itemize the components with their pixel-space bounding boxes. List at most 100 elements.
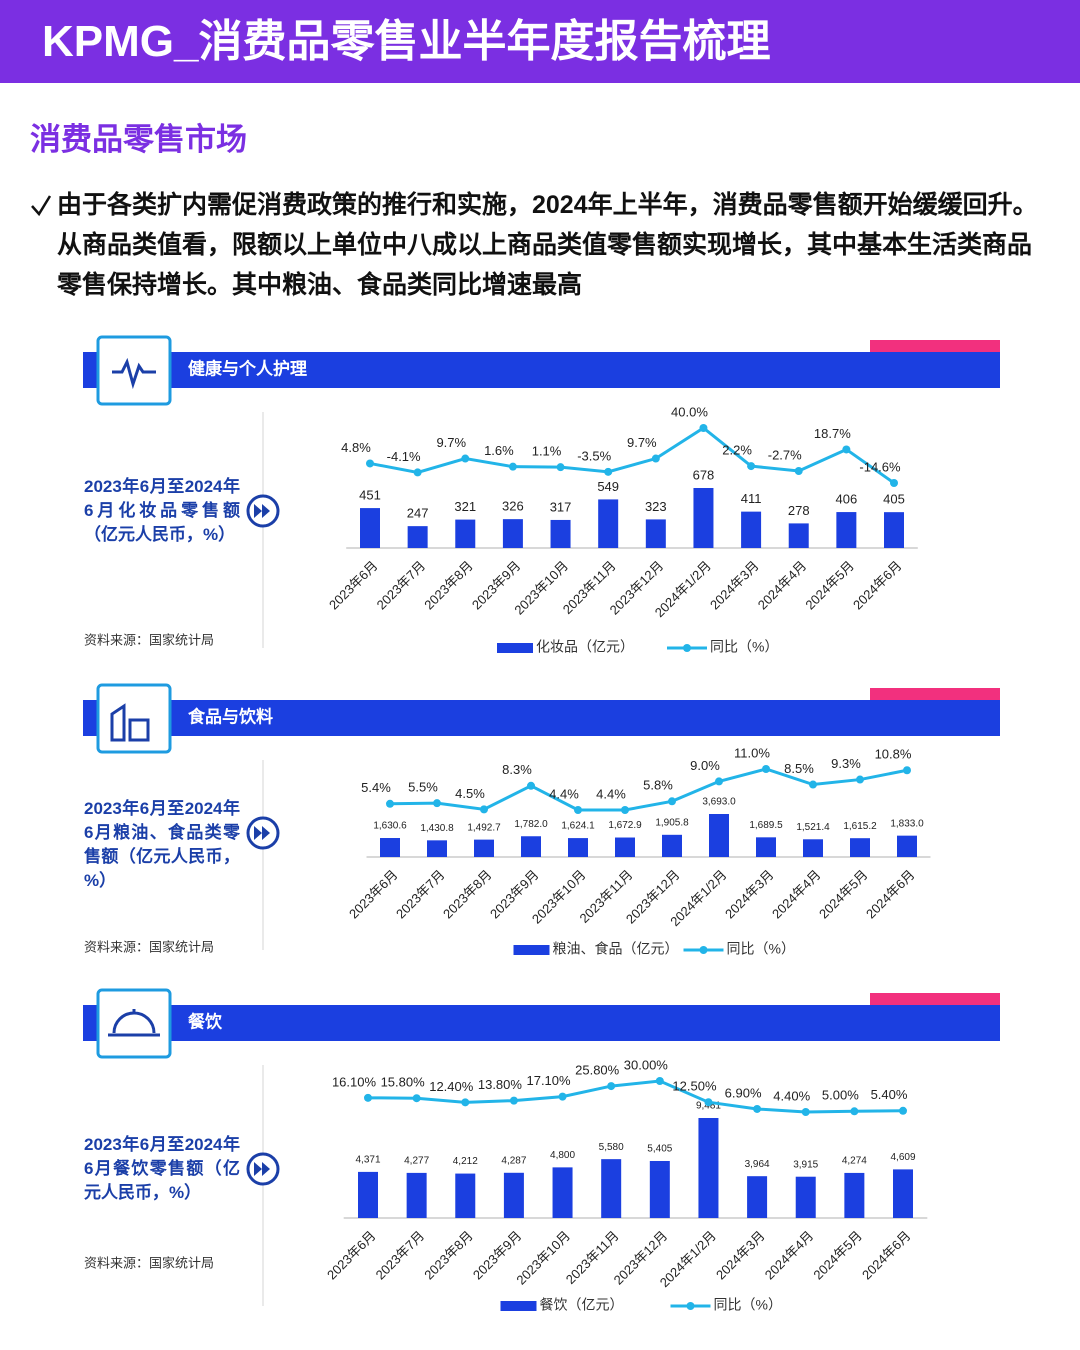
icon-box: [96, 988, 172, 1059]
line-value-label: 15.80%: [381, 1075, 426, 1090]
legend-label: 同比（%）: [727, 941, 795, 957]
line-value-label: 8.3%: [502, 762, 532, 777]
x-tick-label: 2024年5月: [802, 558, 857, 613]
line-value-label: 9.3%: [831, 756, 861, 771]
bar: [897, 835, 917, 857]
bar: [803, 839, 823, 857]
icon: [112, 357, 156, 390]
line-value-label: 9.0%: [690, 758, 720, 773]
line-marker: [509, 1096, 518, 1105]
line-value-label: 18.7%: [814, 426, 851, 441]
bar: [598, 499, 619, 548]
bar: [649, 1160, 670, 1218]
banner-accent: [870, 688, 1000, 700]
play-arrows: [254, 1162, 270, 1176]
line-marker: [668, 797, 676, 806]
line-marker: [574, 806, 582, 814]
bar: [709, 814, 729, 857]
line: [389, 767, 908, 812]
line-marker: [850, 1107, 859, 1116]
line-marker: [556, 463, 565, 472]
bar-value-label: 1,905.8: [655, 817, 689, 828]
bar: [662, 834, 682, 857]
bar: [474, 839, 494, 857]
line: [367, 1079, 904, 1114]
bar-value-label: 1,615.2: [843, 821, 877, 832]
banner: [83, 1005, 1000, 1041]
x-tick-label: 2024年6月: [863, 867, 918, 922]
line-marker: [856, 775, 864, 784]
line-marker: [651, 454, 660, 463]
bar: [380, 838, 400, 857]
side-label: 2023年6月至2024年6月粮油、食品类零售额（亿元人民币，%）: [84, 799, 240, 890]
bar: [601, 1159, 622, 1218]
x-tick-label: 2024年6月: [859, 1228, 914, 1283]
bar: [455, 519, 476, 548]
bar: [788, 523, 809, 548]
panel-title: 食品与饮料: [188, 706, 273, 726]
line-marker: [704, 1098, 713, 1107]
line-marker: [715, 777, 723, 786]
line-value-label: 25.80%: [575, 1063, 620, 1078]
legend-swatch: [513, 945, 550, 955]
bar-value-label: 5,405: [647, 1144, 672, 1155]
bar-value-label: 4,609: [890, 1152, 915, 1163]
line-value-label: 5.5%: [408, 780, 438, 795]
x-tick-label: 2023年8月: [421, 1228, 476, 1283]
line-marker: [655, 1077, 664, 1085]
bar-value-label: 406: [836, 492, 858, 507]
x-tick-label: 2023年6月: [324, 1228, 379, 1283]
line-value-label: 11.0%: [734, 745, 770, 760]
x-tick-label: 2024年4月: [755, 558, 810, 613]
line-value-label: 5.40%: [871, 1087, 908, 1102]
banner-accent: [870, 993, 1000, 1005]
bar: [407, 526, 428, 548]
bar: [893, 1169, 913, 1218]
bar: [844, 1172, 865, 1218]
bar-value-label: 4,371: [355, 1155, 380, 1166]
x-tick-label: 2023年7月: [374, 558, 429, 613]
line-value-label: 5.8%: [643, 778, 673, 793]
x-tick-label: 2024年6月: [850, 558, 905, 613]
x-tick-label: 2024年4月: [769, 867, 824, 922]
bar-value-label: 451: [359, 488, 381, 503]
x-tick-label: 2024年5月: [816, 867, 871, 922]
bar-value-label: 1,624.1: [561, 821, 595, 832]
line-value-label: 9.7%: [627, 435, 657, 450]
bar: [406, 1172, 427, 1218]
bar: [698, 1118, 719, 1218]
bar-value-label: 549: [597, 479, 619, 494]
line-marker: [699, 424, 708, 432]
bar: [615, 837, 635, 857]
line-value-label: 5.00%: [822, 1088, 859, 1103]
bar: [503, 1172, 524, 1218]
line-marker: [386, 799, 394, 808]
bar-value-label: 321: [454, 499, 476, 514]
x-tick-label: 2024年3月: [722, 867, 777, 922]
bar-value-label: 405: [883, 492, 905, 507]
bar-value-label: 4,274: [842, 1156, 867, 1167]
bar-value-label: 1,521.4: [796, 822, 830, 833]
bar: [850, 838, 870, 857]
line-value-label: 5.4%: [361, 780, 391, 795]
x-tick-label: 2023年8月: [440, 867, 495, 922]
x-tick-label: 2024年3月: [707, 558, 762, 613]
bar: [427, 840, 447, 857]
line-marker: [508, 462, 517, 471]
bar: [502, 519, 523, 548]
line-marker: [433, 799, 441, 808]
panel-title: 健康与个人护理: [188, 358, 307, 378]
bar: [836, 512, 857, 548]
line-value-label: 1.1%: [532, 444, 562, 459]
line-value-label: 12.40%: [429, 1079, 474, 1094]
bar-value-label: 4,212: [453, 1156, 478, 1167]
x-tick-label: 2024年5月: [810, 1228, 865, 1283]
line-value-label: 1.6%: [484, 443, 514, 458]
line: [369, 426, 895, 485]
line-marker: [842, 445, 851, 454]
bar-value-label: 1,833.0: [890, 818, 924, 829]
legend-swatch: [500, 1301, 537, 1311]
line-marker: [794, 467, 803, 476]
bar: [360, 508, 380, 548]
summary-text: 由于各类扩内需促消费政策的推行和实施，2024年上半年，消费品零售额开始缓缓回升…: [57, 191, 1038, 299]
